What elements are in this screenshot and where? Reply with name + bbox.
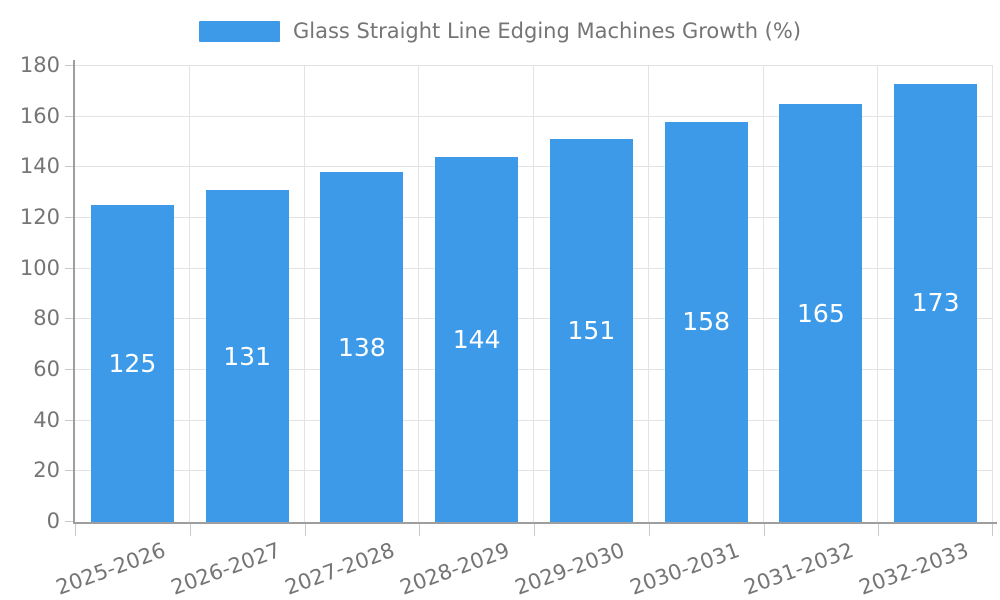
x-gridline — [188, 66, 190, 522]
x-tick — [75, 524, 76, 536]
bar-value-label: 173 — [911, 288, 960, 318]
x-tick-label: 2026-2027 — [167, 538, 284, 600]
bar[interactable]: 165 — [779, 104, 863, 522]
y-tick — [65, 521, 73, 522]
y-axis-line — [73, 60, 75, 524]
x-tick-label: 2030-2031 — [626, 538, 743, 600]
y-tick — [65, 267, 73, 269]
x-tick — [419, 524, 421, 536]
y-tick — [65, 115, 73, 117]
y-tick — [65, 470, 73, 472]
y-tick-label: 60 — [33, 357, 60, 381]
x-tick — [189, 524, 191, 536]
y-tick-label: 140 — [19, 154, 60, 179]
bar-value-label: 158 — [682, 307, 730, 337]
y-gridline — [75, 419, 993, 421]
y-tick — [65, 65, 73, 66]
x-tick-label: 2028-2029 — [397, 538, 513, 600]
y-tick-label: 160 — [19, 103, 60, 128]
x-gridline — [533, 66, 534, 522]
y-gridline — [75, 318, 993, 320]
legend-swatch[interactable] — [198, 21, 280, 43]
y-tick-label: 100 — [19, 255, 60, 280]
plot-area: 0 20 40 60 80 100 120 140 160 180 125 131 138 144 151 1… — [20, 53, 997, 600]
y-gridline — [75, 115, 993, 117]
x-tick-label: 2032-2033 — [856, 538, 972, 600]
x-tick — [878, 524, 880, 536]
y-gridline — [75, 217, 993, 218]
x-gridline — [418, 66, 420, 522]
bar[interactable]: 173 — [894, 83, 978, 522]
x-tick — [304, 524, 306, 536]
x-gridline — [647, 66, 649, 522]
y-gridline — [75, 267, 993, 269]
y-tick-label: 0 — [46, 509, 60, 533]
x-gridline — [762, 66, 764, 522]
bar[interactable]: 138 — [320, 172, 404, 522]
y-tick — [65, 419, 73, 421]
x-gridline — [992, 66, 993, 522]
bar-value-label: 138 — [338, 332, 386, 362]
bar-value-label: 151 — [567, 316, 616, 346]
x-tick-label: 2031-2032 — [741, 538, 858, 600]
bar[interactable]: 144 — [435, 157, 519, 522]
bar-value-label: 165 — [797, 298, 845, 328]
y-tick-label: 80 — [33, 306, 60, 331]
bar[interactable]: 125 — [90, 205, 174, 522]
x-axis-line — [73, 522, 997, 524]
y-gridline — [75, 65, 993, 66]
legend-label: Glass Straight Line Edging Machines Grow… — [292, 19, 802, 43]
y-tick — [65, 217, 73, 218]
y-gridline — [75, 166, 993, 168]
bar-value-label: 144 — [452, 325, 501, 355]
y-gridline — [75, 470, 993, 472]
bar[interactable]: 158 — [664, 121, 748, 522]
y-tick-label: 120 — [19, 205, 60, 229]
y-tick — [65, 166, 73, 168]
x-tick — [763, 524, 765, 536]
x-tick-label: 2027-2028 — [282, 538, 399, 600]
x-gridline — [303, 66, 305, 522]
bar-value-label: 125 — [108, 349, 157, 379]
x-tick-label: 2029-2030 — [511, 538, 628, 600]
y-tick — [65, 318, 73, 320]
x-gridline — [877, 66, 879, 522]
y-tick-label: 40 — [33, 407, 60, 432]
bar[interactable]: 131 — [205, 190, 289, 522]
y-tick-label: 20 — [33, 458, 60, 483]
y-tick-label: 180 — [19, 53, 60, 77]
x-tick-label: 2025-2026 — [52, 538, 169, 600]
bar-value-label: 131 — [223, 341, 271, 371]
x-tick — [534, 524, 535, 536]
y-gridline — [75, 369, 993, 370]
bar[interactable]: 151 — [549, 139, 633, 522]
x-tick — [648, 524, 650, 536]
x-tick — [992, 524, 993, 536]
legend[interactable]: Glass Straight Line Edging Machines Grow… — [0, 19, 1000, 44]
y-tick — [65, 369, 73, 370]
